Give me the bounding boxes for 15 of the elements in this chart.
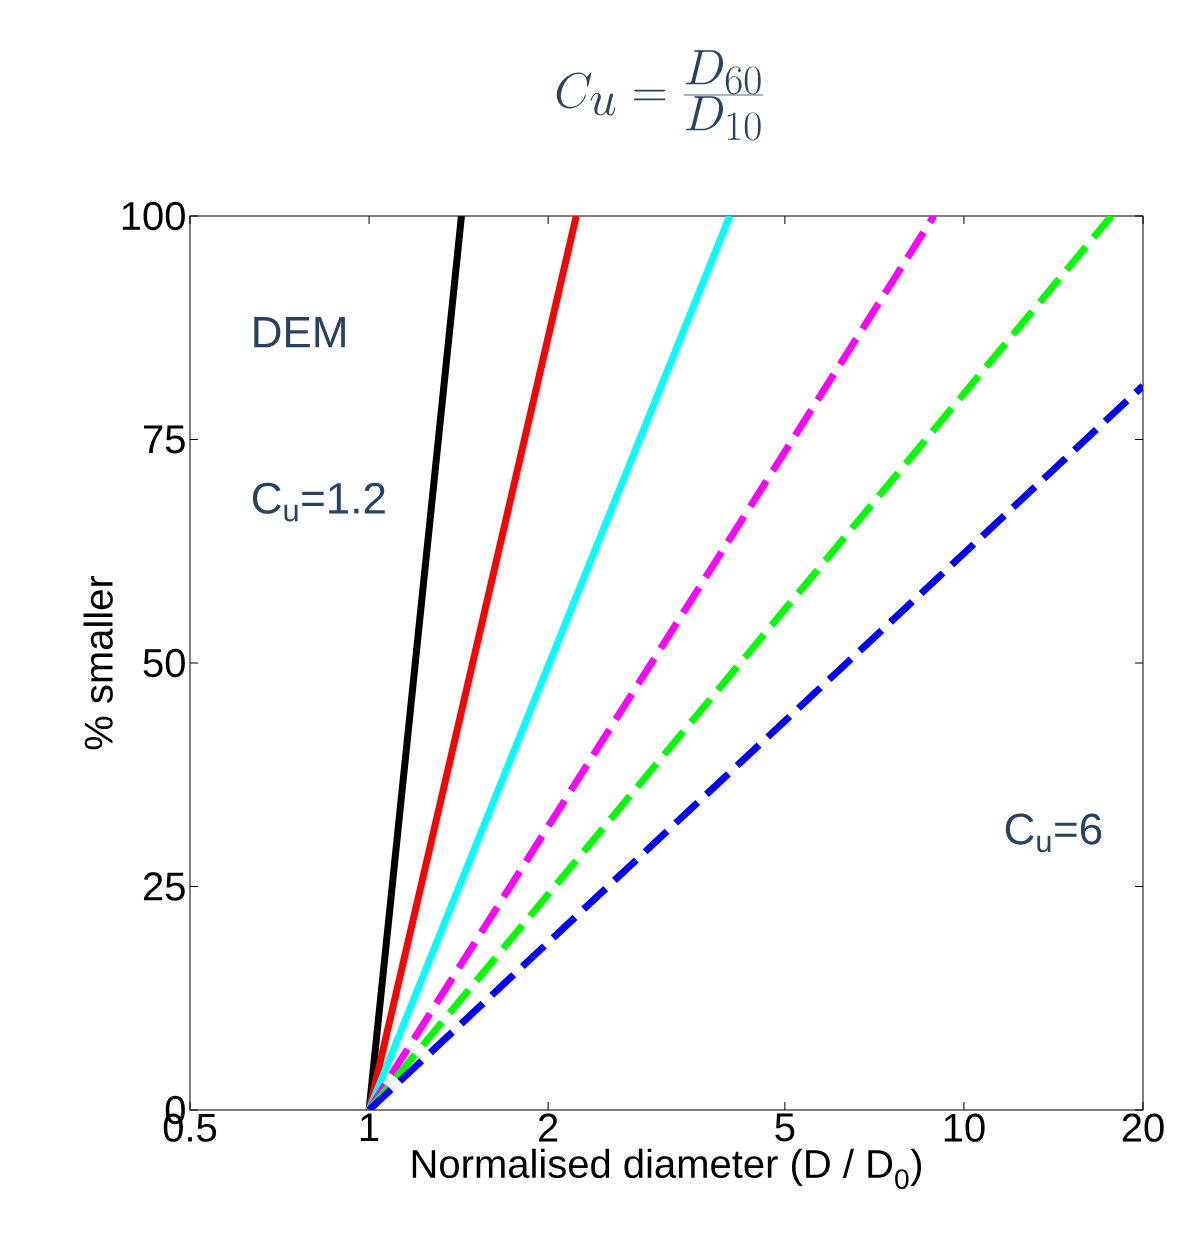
y-tick-label: 100 <box>122 201 185 231</box>
x-tick-label: 10 <box>944 1113 985 1142</box>
y-tick-label: 75 <box>144 425 185 454</box>
y-tick-label: 50 <box>143 648 185 678</box>
x-tick-label: 2 <box>539 1113 558 1142</box>
y-axis-title: % smaller <box>83 575 113 750</box>
x-tick-label: 5 <box>775 1113 795 1142</box>
x-axis-title: Normalised diameter (D / D$_{0}$) <box>412 1148 921 1189</box>
annotation: C$_{u}$=1.2 <box>252 482 385 522</box>
y-tick-label: 25 <box>143 872 185 901</box>
annotation: DEM <box>254 317 345 348</box>
annotation: C$_{u}$=6 <box>1005 813 1102 853</box>
chart-title: $C_u=\frac{D_{60}}{D_{10}}$ <box>556 50 764 141</box>
x-tick-label: 20 <box>1122 1113 1164 1142</box>
x-tick-label: 1 <box>360 1113 379 1142</box>
